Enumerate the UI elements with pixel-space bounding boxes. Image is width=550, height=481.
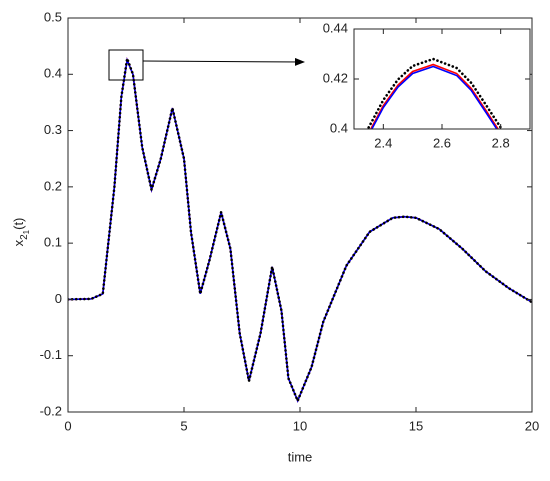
x-tick-label: 20 — [525, 418, 539, 433]
series-line — [68, 58, 532, 405]
y-label-tail: (t) — [11, 218, 26, 230]
x-tick-label: 0 — [64, 418, 71, 433]
y-tick-label: 0.4 — [44, 66, 62, 81]
inset-axes: 2.4 2.6 2.8 0.4 0.42 0.44 — [323, 20, 531, 150]
x-axis-label: time — [288, 449, 313, 464]
y-label-base: x — [11, 239, 26, 246]
series-line — [369, 63, 500, 129]
x-tick-label: 15 — [409, 418, 423, 433]
y-label-sub: 2 — [19, 234, 30, 240]
x-tick-label: 2.8 — [492, 135, 510, 150]
y-tick-label: 0 — [55, 291, 62, 306]
zoom-arrow — [142, 57, 305, 66]
y-tick-label: 0.2 — [44, 178, 62, 193]
y-tick-label: 0.3 — [44, 122, 62, 137]
series-line — [367, 57, 502, 129]
y-tick-label: 0.44 — [323, 20, 348, 35]
y-axis-label: x21(t) — [11, 218, 31, 247]
x-tick-label: 2.4 — [374, 135, 392, 150]
y-tick-label: 0.4 — [330, 120, 348, 135]
plot-area — [354, 29, 530, 129]
x-tick-label: 5 — [180, 418, 187, 433]
y-tick-label: 0.5 — [44, 9, 62, 24]
zoom-box — [108, 49, 144, 81]
y-tick-label: 0.42 — [323, 70, 348, 85]
y-tick-label: 0.1 — [44, 235, 62, 250]
y-tick-label: -0.1 — [40, 347, 62, 362]
y-tick-label: -0.2 — [40, 403, 62, 418]
x-tick-label: 10 — [293, 418, 307, 433]
y-label-subsub: 1 — [22, 229, 31, 234]
x-tick-label: 2.6 — [433, 135, 451, 150]
series-line — [370, 65, 498, 129]
